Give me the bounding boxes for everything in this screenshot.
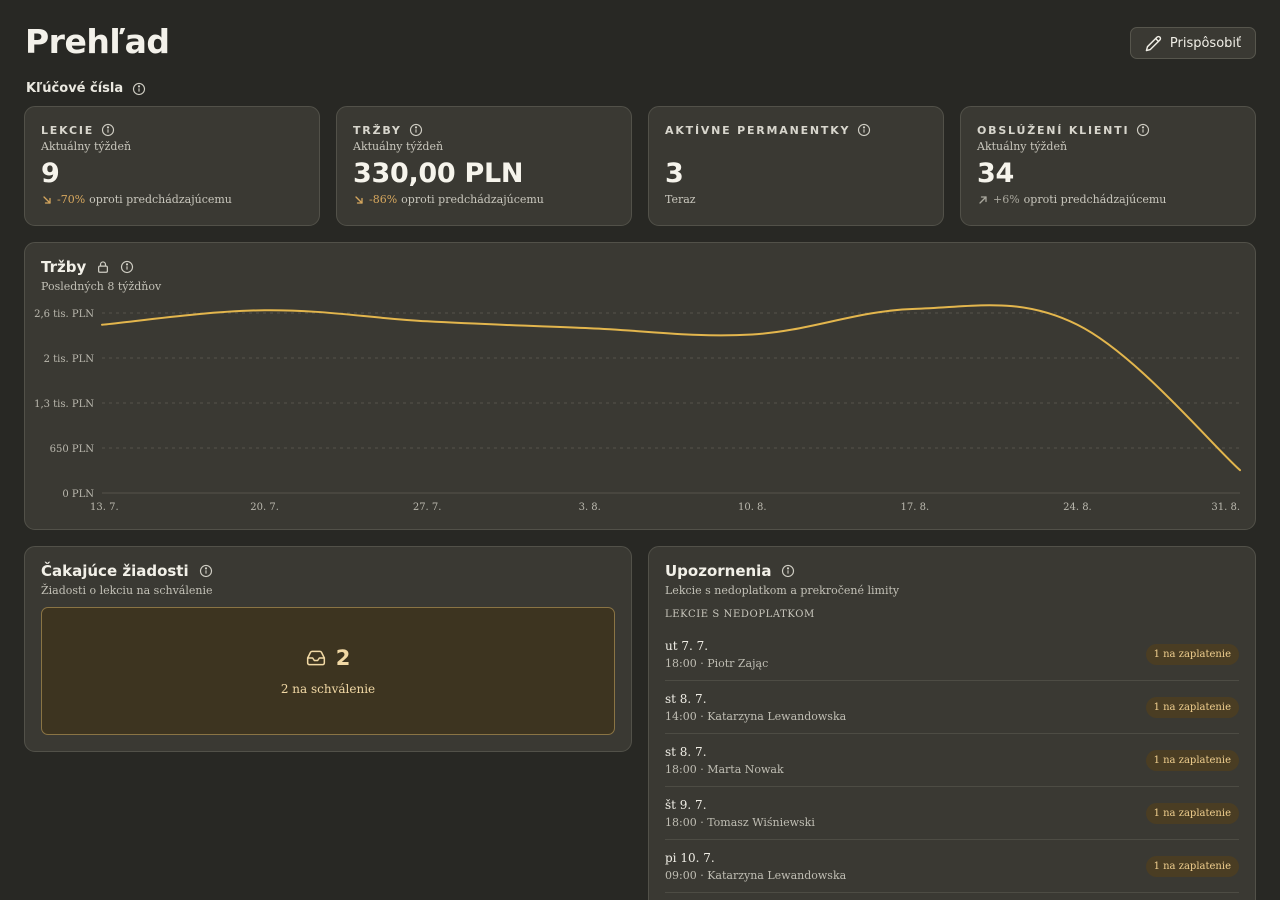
alerts-list: ut 7. 7. 18:00 · Piotr Zając 1 na zaplat… xyxy=(665,628,1239,893)
lock-icon xyxy=(96,260,110,274)
kpi-value: 9 xyxy=(41,158,60,189)
kpi-subtitle xyxy=(665,140,927,154)
info-icon[interactable] xyxy=(101,123,115,137)
alert-date: ut 7. 7. xyxy=(665,638,709,653)
customize-label: Prispôsobiť xyxy=(1169,35,1242,51)
list-item[interactable]: st 8. 7. 14:00 · Katarzyna Lewandowska 1… xyxy=(665,681,1239,734)
pending-requests-subtitle: Žiadosti o lekciu na schválenie xyxy=(41,584,213,597)
status-badge: 1 na zaplatenie xyxy=(1145,696,1239,718)
kpi-delta-text: oproti predchádzajúcemu xyxy=(401,193,544,206)
customize-button[interactable]: Prispôsobiť xyxy=(1130,27,1256,59)
key-numbers-label: Kľúčové čísla xyxy=(26,81,124,96)
alert-meta: 18:00 · Tomasz Wiśniewski xyxy=(665,815,815,829)
info-icon[interactable] xyxy=(1136,123,1150,137)
list-item[interactable]: ut 7. 7. 18:00 · Piotr Zając 1 na zaplat… xyxy=(665,628,1239,681)
alerts-card: Upozornenia Lekcie s nedoplatkom a prekr… xyxy=(648,546,1256,900)
alert-meta: 14:00 · Katarzyna Lewandowska xyxy=(665,709,847,723)
kpi-card-clients: OBSLÚŽENÍ KLIENTI Aktuálny týždeň 34 +6%… xyxy=(960,106,1256,226)
alerts-section-label: LEKCIE S NEDOPLATKOM xyxy=(665,609,815,620)
y-tick-label: 0 PLN xyxy=(62,489,94,500)
kpi-value: 3 xyxy=(665,158,684,189)
x-tick-label: 31. 8. xyxy=(1211,502,1240,513)
revenue-series-line xyxy=(101,304,1241,472)
revenue-chart-card: Tržby Posledných 8 týždňov 0 PLN 650 PLN 1… xyxy=(24,242,1256,530)
alert-date: st 8. 7. xyxy=(665,691,707,706)
status-badge: 1 na zaplatenie xyxy=(1145,643,1239,665)
kpi-delta-text: Teraz xyxy=(665,193,696,206)
trend-down-icon xyxy=(353,194,365,206)
y-tick-label: 650 PLN xyxy=(50,444,95,455)
alerts-subtitle: Lekcie s nedoplatkom a prekročené limity xyxy=(665,584,900,597)
kpi-title: TRŽBY xyxy=(353,123,402,137)
kpi-card-active-passes: AKTÍVNE PERMANENTKY 3 Teraz xyxy=(648,106,944,226)
pending-requests-card: Čakajúce žiadosti Žiadosti o lekciu na s… xyxy=(24,546,632,752)
info-icon[interactable] xyxy=(199,564,213,578)
kpi-value: 34 xyxy=(977,158,1014,189)
alert-meta: 09:00 · Katarzyna Lewandowska xyxy=(665,868,847,882)
kpi-title: OBSLÚŽENÍ KLIENTI xyxy=(977,123,1130,137)
kpi-delta: -86% xyxy=(369,193,398,206)
kpi-card-revenue: TRŽBY Aktuálny týždeň 330,00 PLN -86% op… xyxy=(336,106,632,226)
x-tick-label: 17. 8. xyxy=(901,502,930,513)
info-icon[interactable] xyxy=(409,123,423,137)
inbox-icon xyxy=(306,648,326,668)
alert-meta: 18:00 · Piotr Zając xyxy=(665,656,769,670)
alert-meta: 18:00 · Marta Nowak xyxy=(665,762,784,776)
kpi-value: 330,00 PLN xyxy=(353,158,524,189)
trend-up-icon xyxy=(977,194,989,206)
trend-down-icon xyxy=(41,194,53,206)
pencil-icon xyxy=(1145,35,1162,52)
kpi-subtitle: Aktuálny týždeň xyxy=(353,140,444,153)
status-badge: 1 na zaplatenie xyxy=(1145,802,1239,824)
x-tick-label: 13. 7. xyxy=(90,502,119,513)
kpi-delta: +6% xyxy=(993,193,1020,206)
alert-date: pi 10. 7. xyxy=(665,850,715,865)
y-tick-label: 2,6 tis. PLN xyxy=(34,309,94,320)
kpi-subtitle: Aktuálny týždeň xyxy=(41,140,132,153)
pending-requests-title: Čakajúce žiadosti xyxy=(41,562,189,580)
kpi-delta-text: oproti predchádzajúcemu xyxy=(89,193,232,206)
y-tick-label: 2 tis. PLN xyxy=(44,354,95,365)
kpi-title: AKTÍVNE PERMANENTKY xyxy=(665,123,851,137)
alert-date: st 8. 7. xyxy=(665,744,707,759)
x-tick-label: 24. 8. xyxy=(1063,502,1092,513)
list-item[interactable]: pi 10. 7. 09:00 · Katarzyna Lewandowska … xyxy=(665,840,1239,893)
x-tick-label: 10. 8. xyxy=(738,502,767,513)
chart-title: Tržby xyxy=(41,258,87,276)
kpi-delta-text: oproti predchádzajúcemu xyxy=(1023,193,1167,206)
list-item[interactable]: st 8. 7. 18:00 · Marta Nowak 1 na zaplat… xyxy=(665,734,1239,787)
info-icon[interactable] xyxy=(132,82,146,96)
kpi-delta: -70% xyxy=(57,193,86,206)
y-tick-label: 1,3 tis. PLN xyxy=(34,399,94,410)
chart-subtitle: Posledných 8 týždňov xyxy=(41,280,162,293)
info-icon[interactable] xyxy=(120,260,134,274)
kpi-subtitle: Aktuálny týždeň xyxy=(977,140,1068,153)
pending-count-text: 2 na schválenie xyxy=(280,682,376,696)
pending-count: 2 xyxy=(335,646,351,670)
list-item[interactable]: št 9. 7. 18:00 · Tomasz Wiśniewski 1 na … xyxy=(665,787,1239,840)
kpi-title: LEKCIE xyxy=(41,123,95,137)
revenue-line-chart: 0 PLN 650 PLN 1,3 tis. PLN 2 tis. PLN 2,6 ti… xyxy=(34,304,1241,513)
info-icon[interactable] xyxy=(781,564,795,578)
x-tick-label: 20. 7. xyxy=(250,502,279,513)
x-tick-label: 3. 8. xyxy=(579,502,601,513)
status-badge: 1 na zaplatenie xyxy=(1145,749,1239,771)
page-title: Prehľad xyxy=(25,22,170,61)
alerts-title: Upozornenia xyxy=(665,562,772,580)
x-tick-label: 27. 7. xyxy=(413,502,442,513)
alert-date: št 9. 7. xyxy=(665,797,707,812)
status-badge: 1 na zaplatenie xyxy=(1145,855,1239,877)
key-numbers-heading: Kľúčové čísla xyxy=(26,81,146,96)
info-icon[interactable] xyxy=(857,123,871,137)
pending-requests-summary[interactable]: 2 2 na schválenie xyxy=(41,607,615,735)
kpi-card-lessons: LEKCIE Aktuálny týždeň 9 -70% oproti pre… xyxy=(24,106,320,226)
